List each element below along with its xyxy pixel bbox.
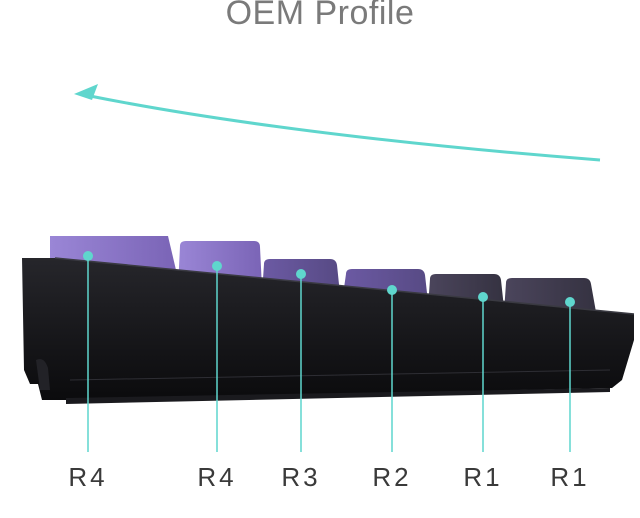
row-marker-dot	[212, 261, 222, 271]
row-leader-lines	[83, 251, 575, 452]
row-marker-dot	[478, 292, 488, 302]
row-marker-dot	[83, 251, 93, 261]
row-marker-dot	[565, 297, 575, 307]
row-label: R1	[463, 462, 503, 492]
row-label: R3	[281, 462, 321, 492]
row-label: R1	[550, 462, 590, 492]
row-marker-dot	[296, 269, 306, 279]
row-label: R4	[197, 462, 237, 492]
keyboard-case	[22, 257, 635, 404]
arrow-curve	[89, 94, 601, 162]
profile-title: OEM Profile	[225, 0, 415, 32]
arrow-head-icon	[74, 84, 98, 100]
case-foot	[36, 359, 50, 390]
tilt-arrow	[74, 84, 601, 162]
row-label: R2	[372, 462, 412, 492]
row-marker-dot	[387, 285, 397, 295]
row-label: R4	[68, 462, 108, 492]
